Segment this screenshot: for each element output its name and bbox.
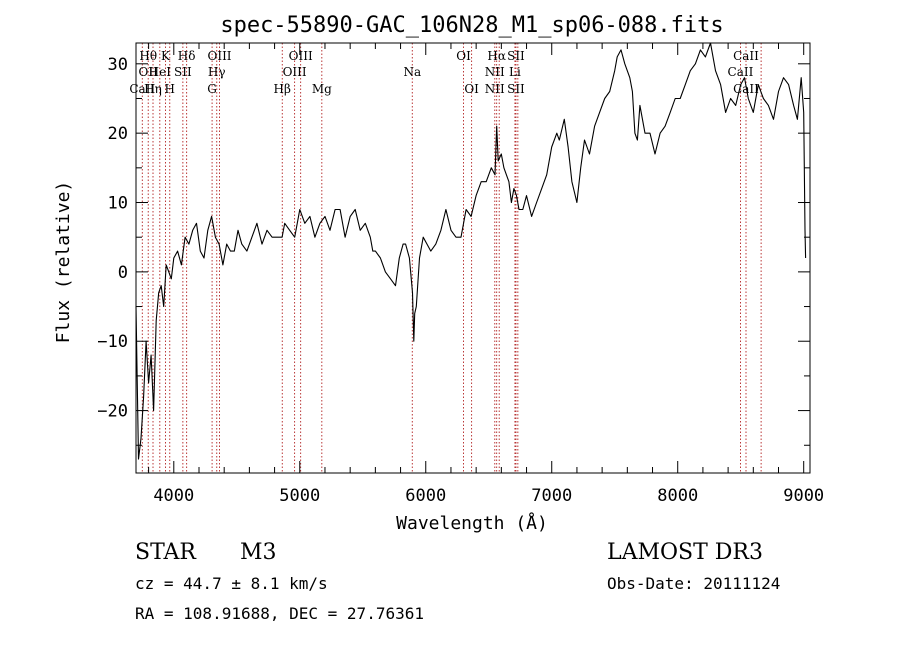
line-marker-label: NII xyxy=(485,82,505,96)
line-marker-label: OII xyxy=(139,65,159,79)
line-marker-labels: CaII Hθ OII Hη HeI K H SII Hδ G Hγ OIII Hβ OIII OIII Mg… xyxy=(129,49,759,96)
x-tick-label-7000: 7000 xyxy=(531,486,572,506)
line-marker-label: Hγ xyxy=(208,65,226,79)
line-marker-label: CaII xyxy=(733,82,759,96)
line-marker-label: SII xyxy=(507,82,525,96)
line-marker-label: K xyxy=(161,49,171,63)
line-marker-label: CaII xyxy=(129,82,155,96)
line-marker-label: G xyxy=(207,82,217,96)
line-marker-label: OI xyxy=(464,82,479,96)
chart-title: spec-55890-GAC_106N28_M1_sp06-088.fits xyxy=(220,13,723,38)
x-axis-label: Wavelength (Å) xyxy=(396,512,548,534)
x-tick-label-8000: 8000 xyxy=(657,486,698,506)
line-marker-label: OIII xyxy=(289,49,313,63)
line-marker-label: OIII xyxy=(283,65,307,79)
line-marker-label: NII xyxy=(485,65,505,79)
redshift-readout: cz = 44.7 ± 8.1 km/s xyxy=(135,574,328,593)
spectrum-series-flux xyxy=(135,42,807,460)
line-marker-label: CaII xyxy=(728,65,754,79)
line-marker-label: Hδ xyxy=(178,49,196,63)
y-tick-label--20: −20 xyxy=(97,402,128,422)
line-marker-label: OI xyxy=(456,49,471,63)
line-marker-label: CaII xyxy=(733,49,759,63)
y-tick-label-20: 20 xyxy=(108,124,128,144)
line-marker-label: Mg xyxy=(312,82,332,96)
line-marker-label: Hα xyxy=(487,49,506,63)
spectral-class: STAR xyxy=(135,540,196,565)
y-tick-label-30: 30 xyxy=(108,55,128,75)
x-tick-label-5000: 5000 xyxy=(279,486,320,506)
x-tick-label-4000: 4000 xyxy=(153,486,194,506)
axis-ticks: 4000 5000 6000 7000 8000 9000 −20 −10 0 10 20 30 xyxy=(97,43,824,506)
y-axis-label: Flux (relative) xyxy=(53,181,74,344)
coordinates-readout: RA = 108.91688, DEC = 27.76361 xyxy=(135,604,424,623)
line-marker-label: HeI xyxy=(149,65,172,79)
line-marker-label: Li xyxy=(509,65,521,79)
line-marker-label: SII xyxy=(174,65,192,79)
spectrum-layer xyxy=(135,42,807,460)
line-marker-group xyxy=(141,43,762,473)
plot-frame xyxy=(135,42,811,474)
line-marker-label: Hη xyxy=(144,82,162,96)
x-tick-label-9000: 9000 xyxy=(783,486,824,506)
observation-date: Obs-Date: 20111124 xyxy=(607,574,781,593)
line-marker-label: OIII xyxy=(207,49,231,63)
y-tick-label-0: 0 xyxy=(118,263,128,283)
line-marker-label: Hθ xyxy=(139,49,157,63)
survey-name: LAMOST DR3 xyxy=(607,540,763,565)
line-marker-label: Hβ xyxy=(274,82,291,96)
x-tick-label-6000: 6000 xyxy=(405,486,446,506)
spectral-subclass: M3 xyxy=(240,540,277,565)
line-marker-label: H xyxy=(165,82,175,96)
line-marker-label: Na xyxy=(403,65,421,79)
line-marker-label: SII xyxy=(507,49,525,63)
y-tick-label--10: −10 xyxy=(97,332,128,352)
y-tick-label-10: 10 xyxy=(108,194,128,214)
